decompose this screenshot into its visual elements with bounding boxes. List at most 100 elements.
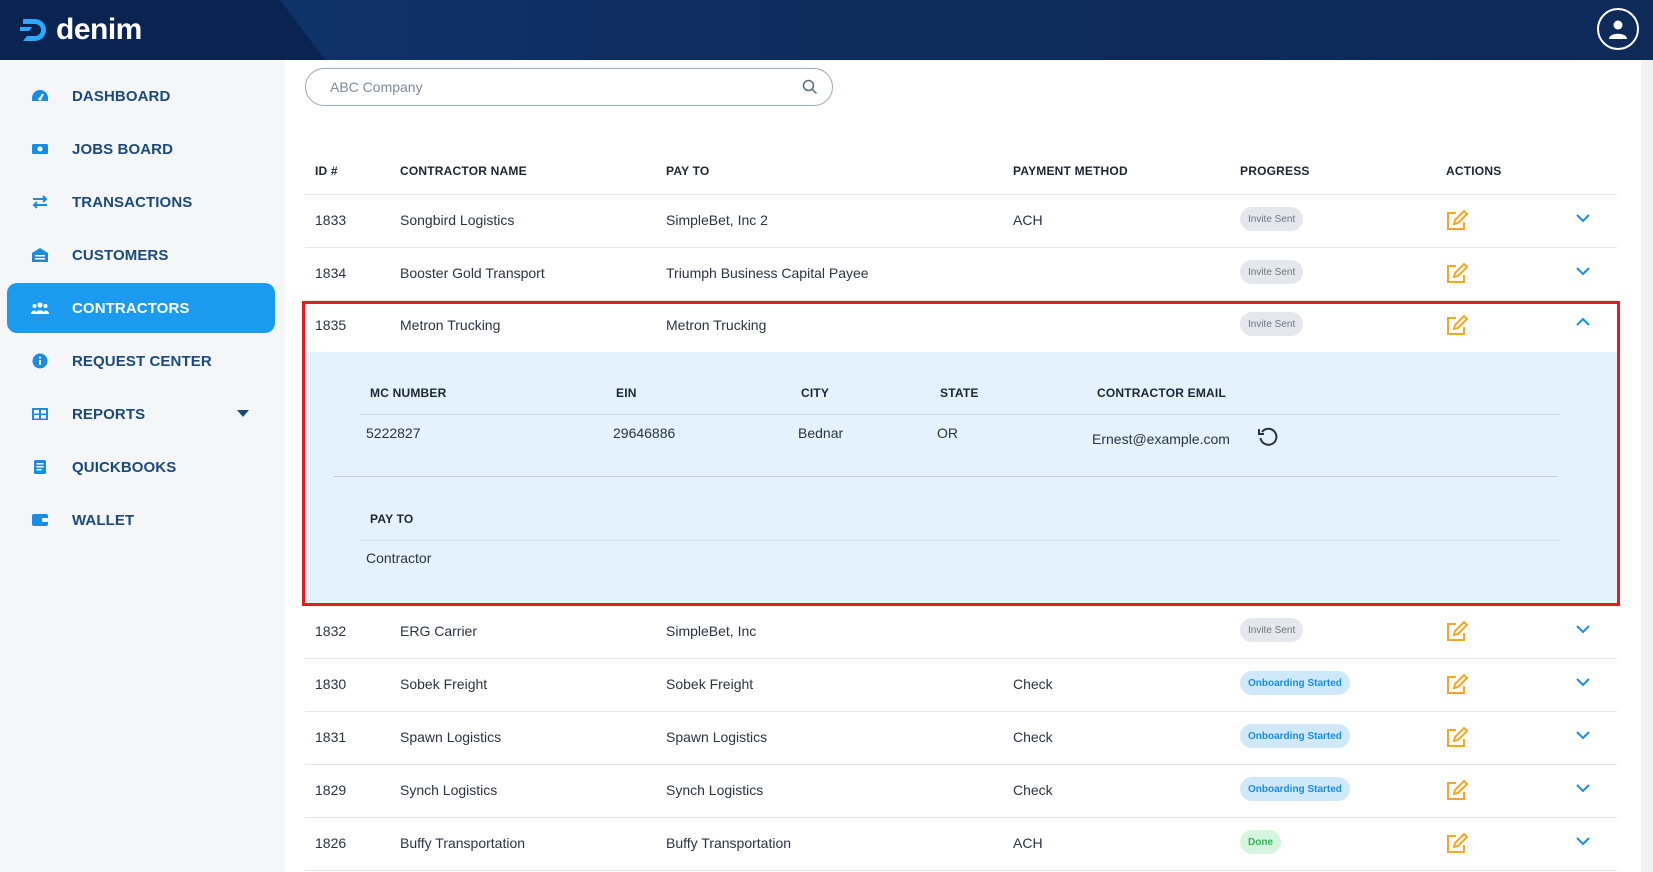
table-row[interactable]: 1835 Metron Trucking Metron Trucking Inv… bbox=[305, 304, 1617, 352]
column-header-actions: ACTIONS bbox=[1446, 164, 1502, 178]
table-row[interactable]: 1833 Songbird Logistics SimpleBet, Inc 2… bbox=[305, 195, 1617, 248]
sidebar-item-label: REQUEST CENTER bbox=[72, 352, 212, 370]
user-avatar-button[interactable] bbox=[1597, 8, 1639, 50]
expand-row-button[interactable] bbox=[1574, 779, 1592, 797]
sidebar-item-label: TRANSACTIONS bbox=[72, 193, 193, 211]
status-badge: Invite Sent bbox=[1240, 260, 1304, 284]
row-contractor-name: Booster Gold Transport bbox=[400, 265, 545, 281]
edit-button[interactable] bbox=[1445, 726, 1469, 750]
edit-button[interactable] bbox=[1445, 314, 1469, 338]
search-input[interactable] bbox=[330, 79, 802, 95]
table-row[interactable]: 1830 Sobek Freight Sobek Freight Check O… bbox=[305, 659, 1617, 712]
detail-header-ein: EIN bbox=[616, 386, 637, 400]
brand-name: denim bbox=[56, 13, 142, 46]
brand-logo[interactable]: denim bbox=[20, 10, 142, 50]
sidebar-item-contractors[interactable]: CONTRACTORS bbox=[7, 283, 275, 333]
chevron-down-icon[interactable] bbox=[237, 410, 249, 417]
edit-icon bbox=[1447, 314, 1469, 335]
contractors-icon bbox=[31, 299, 49, 317]
row-id: 1829 bbox=[315, 782, 347, 798]
table-row[interactable]: 1834 Booster Gold Transport Triumph Busi… bbox=[305, 248, 1617, 301]
row-payment-method: ACH bbox=[1013, 835, 1043, 851]
row-contractor-name: Metron Trucking bbox=[400, 317, 501, 333]
contractors-table: ID # CONTRACTOR NAME PAY TO PAYMENT METH… bbox=[302, 148, 1620, 871]
sidebar-item-dashboard[interactable]: DASHBOARD bbox=[7, 71, 275, 121]
row-pay-to: SimpleBet, Inc 2 bbox=[666, 212, 768, 228]
top-bar-background bbox=[280, 0, 1653, 60]
collapse-row-button[interactable] bbox=[1574, 312, 1592, 330]
row-payment-method: Check bbox=[1013, 782, 1053, 798]
top-bar: denim bbox=[0, 0, 1653, 60]
row-contractor-name: Sobek Freight bbox=[400, 676, 488, 692]
sidebar-item-request-center[interactable]: REQUEST CENTER bbox=[7, 336, 275, 386]
detail-pay-to: Contractor bbox=[366, 550, 432, 566]
jobs-board-icon bbox=[31, 140, 49, 158]
detail-header-contractor-email: CONTRACTOR EMAIL bbox=[1097, 386, 1226, 400]
row-id: 1835 bbox=[315, 317, 347, 333]
divider bbox=[360, 414, 1560, 415]
status-badge: Onboarding Started bbox=[1240, 777, 1350, 801]
row-contractor-name: Synch Logistics bbox=[400, 782, 498, 798]
sidebar-item-customers[interactable]: CUSTOMERS bbox=[7, 230, 275, 280]
expand-row-button[interactable] bbox=[1574, 209, 1592, 227]
table-row[interactable]: 1832 ERG Carrier SimpleBet, Inc Invite S… bbox=[305, 606, 1617, 659]
table-header: ID # CONTRACTOR NAME PAY TO PAYMENT METH… bbox=[305, 148, 1617, 195]
sidebar-item-label: QUICKBOOKS bbox=[72, 458, 177, 476]
edit-button[interactable] bbox=[1445, 832, 1469, 856]
chevron-down-icon bbox=[1576, 624, 1590, 633]
edit-button[interactable] bbox=[1445, 673, 1469, 697]
table-row[interactable]: 1826 Buffy Transportation Buffy Transpor… bbox=[305, 818, 1617, 871]
wallet-icon bbox=[31, 511, 49, 529]
edit-button[interactable] bbox=[1445, 779, 1469, 803]
detail-state: OR bbox=[937, 425, 958, 441]
expand-row-button[interactable] bbox=[1574, 620, 1592, 638]
detail-header-pay-to: PAY TO bbox=[370, 512, 414, 526]
row-pay-to: Triumph Business Capital Payee bbox=[666, 265, 869, 281]
expand-row-button[interactable] bbox=[1574, 262, 1592, 280]
row-payment-method: Check bbox=[1013, 676, 1053, 692]
detail-ein: 29646886 bbox=[613, 425, 676, 441]
expand-row-button[interactable] bbox=[1574, 673, 1592, 691]
chevron-up-icon bbox=[1576, 317, 1590, 326]
row-id: 1831 bbox=[315, 729, 347, 745]
table-row[interactable]: 1829 Synch Logistics Synch Logistics Che… bbox=[305, 765, 1617, 818]
chevron-down-icon bbox=[1576, 677, 1590, 686]
expand-row-button[interactable] bbox=[1574, 726, 1592, 744]
row-pay-to: Sobek Freight bbox=[666, 676, 754, 692]
user-icon bbox=[1609, 20, 1627, 39]
edit-button[interactable] bbox=[1445, 620, 1469, 644]
status-badge: Invite Sent bbox=[1240, 207, 1304, 231]
edit-icon bbox=[1447, 262, 1469, 283]
row-pay-to: Metron Trucking bbox=[666, 317, 767, 333]
search-icon[interactable] bbox=[802, 79, 818, 95]
row-id: 1826 bbox=[315, 835, 347, 851]
column-header-contractor-name: CONTRACTOR NAME bbox=[400, 164, 527, 178]
edit-icon bbox=[1447, 209, 1469, 230]
sidebar-item-quickbooks[interactable]: QUICKBOOKS bbox=[7, 442, 275, 492]
chevron-down-icon bbox=[1576, 730, 1590, 739]
row-contractor-name: Songbird Logistics bbox=[400, 212, 515, 228]
search-bar bbox=[305, 68, 833, 106]
sidebar: DASHBOARD JOBS BOARD TRANSACTIONS CUSTOM… bbox=[0, 60, 285, 872]
resend-invite-button[interactable] bbox=[1257, 426, 1279, 448]
quickbooks-icon bbox=[31, 458, 49, 476]
expand-row-button[interactable] bbox=[1574, 832, 1592, 850]
row-id: 1830 bbox=[315, 676, 347, 692]
table-row[interactable]: 1831 Spawn Logistics Spawn Logistics Che… bbox=[305, 712, 1617, 765]
sidebar-item-jobs-board[interactable]: JOBS BOARD bbox=[7, 124, 275, 174]
edit-icon bbox=[1447, 726, 1469, 747]
sidebar-item-transactions[interactable]: TRANSACTIONS bbox=[7, 177, 275, 227]
row-pay-to: Buffy Transportation bbox=[666, 835, 792, 851]
sidebar-item-label: JOBS BOARD bbox=[72, 140, 174, 158]
detail-header-state: STATE bbox=[940, 386, 979, 400]
expanded-row: 1835 Metron Trucking Metron Trucking Inv… bbox=[302, 301, 1620, 606]
section-divider bbox=[333, 476, 1558, 477]
denim-logo-icon bbox=[20, 19, 46, 41]
chevron-down-icon bbox=[1576, 266, 1590, 275]
edit-button[interactable] bbox=[1445, 262, 1469, 286]
transactions-icon bbox=[31, 193, 49, 211]
sidebar-item-wallet[interactable]: WALLET bbox=[7, 495, 275, 545]
edit-button[interactable] bbox=[1445, 209, 1469, 233]
sidebar-item-reports[interactable]: REPORTS bbox=[7, 389, 275, 439]
page-scrollbar[interactable] bbox=[1641, 60, 1653, 872]
